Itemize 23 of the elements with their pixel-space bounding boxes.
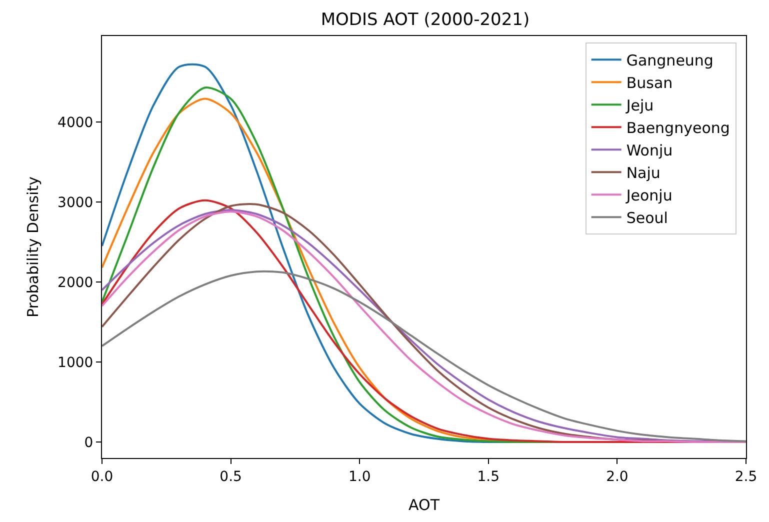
x-tick-label: 2.0 xyxy=(606,468,628,485)
legend-label: Wonju xyxy=(626,141,673,160)
y-tick-label: 2000 xyxy=(58,274,94,291)
x-tick-label: 1.0 xyxy=(348,468,371,485)
x-tick-label: 0.0 xyxy=(90,468,114,485)
legend-label: Gangneung xyxy=(626,51,714,70)
y-tick-label: 0 xyxy=(84,434,94,451)
y-axis-title: Probability Density xyxy=(24,176,42,318)
x-tick-label: 2.5 xyxy=(734,468,758,485)
y-tick-label: 3000 xyxy=(58,194,94,211)
y-tick-label: 1000 xyxy=(58,354,94,371)
y-tick-label: 4000 xyxy=(58,114,94,131)
legend-label: Naju xyxy=(626,164,660,182)
line-series xyxy=(102,270,746,442)
legend-label: Jeonju xyxy=(625,186,672,204)
legend-label: Seoul xyxy=(626,208,668,227)
x-axis-title: AOT xyxy=(408,496,440,514)
legend-label: Jeju xyxy=(625,96,654,114)
x-tick-label: 1.5 xyxy=(477,468,500,485)
chart-title: MODIS AOT (2000-2021) xyxy=(320,10,530,30)
legend-label: Busan xyxy=(626,74,673,92)
x-tick-label: 0.5 xyxy=(220,468,242,485)
legend-label: Baengnyeong xyxy=(626,118,730,137)
